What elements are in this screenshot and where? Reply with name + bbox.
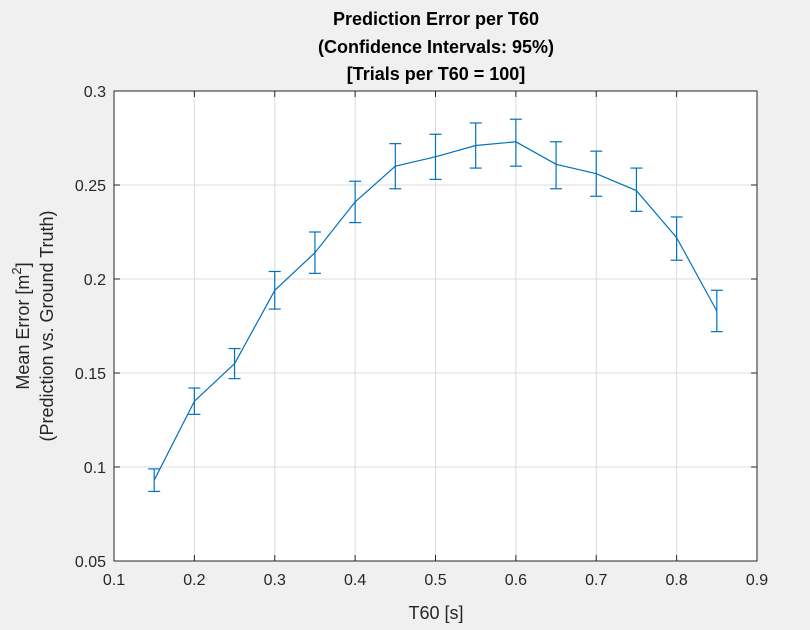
error-bar: [469, 122, 482, 169]
axis-ticks: 0.1 0.2 0.3 0.4 0.5 0.6 0.7 0.8 0.90.050.10.150.…: [75, 84, 768, 589]
x-tick-label: 0.5: [424, 572, 446, 589]
y-axis-label-line-1: Mean Error [m2]: [9, 262, 33, 389]
error-bar: [429, 133, 442, 180]
x-tick-label: 0.7: [585, 572, 607, 589]
chart-title: Prediction Error per T60 (Confidence Int…: [318, 9, 554, 84]
x-tick-label: 0.1: [103, 572, 125, 589]
series-layer: [148, 118, 723, 493]
error-bar: [349, 180, 362, 224]
x-tick-label: 0.8: [666, 572, 688, 589]
error-bar: [268, 270, 281, 310]
y-tick-label: 0.05: [75, 554, 106, 571]
title-line-1: Prediction Error per T60: [333, 9, 539, 29]
error-bar: [148, 468, 161, 493]
x-tick-label: 0.9: [746, 572, 768, 589]
error-bar: [670, 216, 683, 261]
title-line-3: [Trials per T60 = 100]: [347, 64, 526, 84]
x-tick-label: 0.4: [344, 572, 366, 589]
error-bar: [188, 387, 201, 415]
error-bar: [630, 167, 643, 212]
y-tick-label: 0.2: [84, 272, 106, 289]
x-tick-label: 0.6: [505, 572, 527, 589]
error-bar: [308, 231, 321, 274]
title-line-2: (Confidence Intervals: 95%): [318, 37, 554, 57]
y-axis-label-end: ]: [13, 262, 33, 267]
y-axis-label-main: Mean Error [m: [13, 275, 33, 390]
y-axis-label: Mean Error [m2] (Prediction vs. Ground T…: [9, 210, 57, 441]
y-tick-label: 0.25: [75, 178, 106, 195]
y-tick-label: 0.1: [84, 460, 106, 477]
y-axis-label-line-2: (Prediction vs. Ground Truth): [37, 210, 57, 441]
y-axis-label-superscript: 2: [9, 267, 24, 274]
y-tick-label: 0.3: [84, 84, 106, 101]
error-bar: [550, 141, 563, 190]
error-bar: [228, 347, 241, 380]
error-bar: [509, 118, 522, 167]
error-bar: [710, 289, 723, 333]
x-tick-label: 0.2: [183, 572, 205, 589]
x-tick-label: 0.3: [264, 572, 286, 589]
y-tick-label: 0.15: [75, 366, 106, 383]
error-bar: [389, 143, 402, 190]
error-bar: [590, 150, 603, 197]
x-axis-label: T60 [s]: [408, 603, 463, 623]
